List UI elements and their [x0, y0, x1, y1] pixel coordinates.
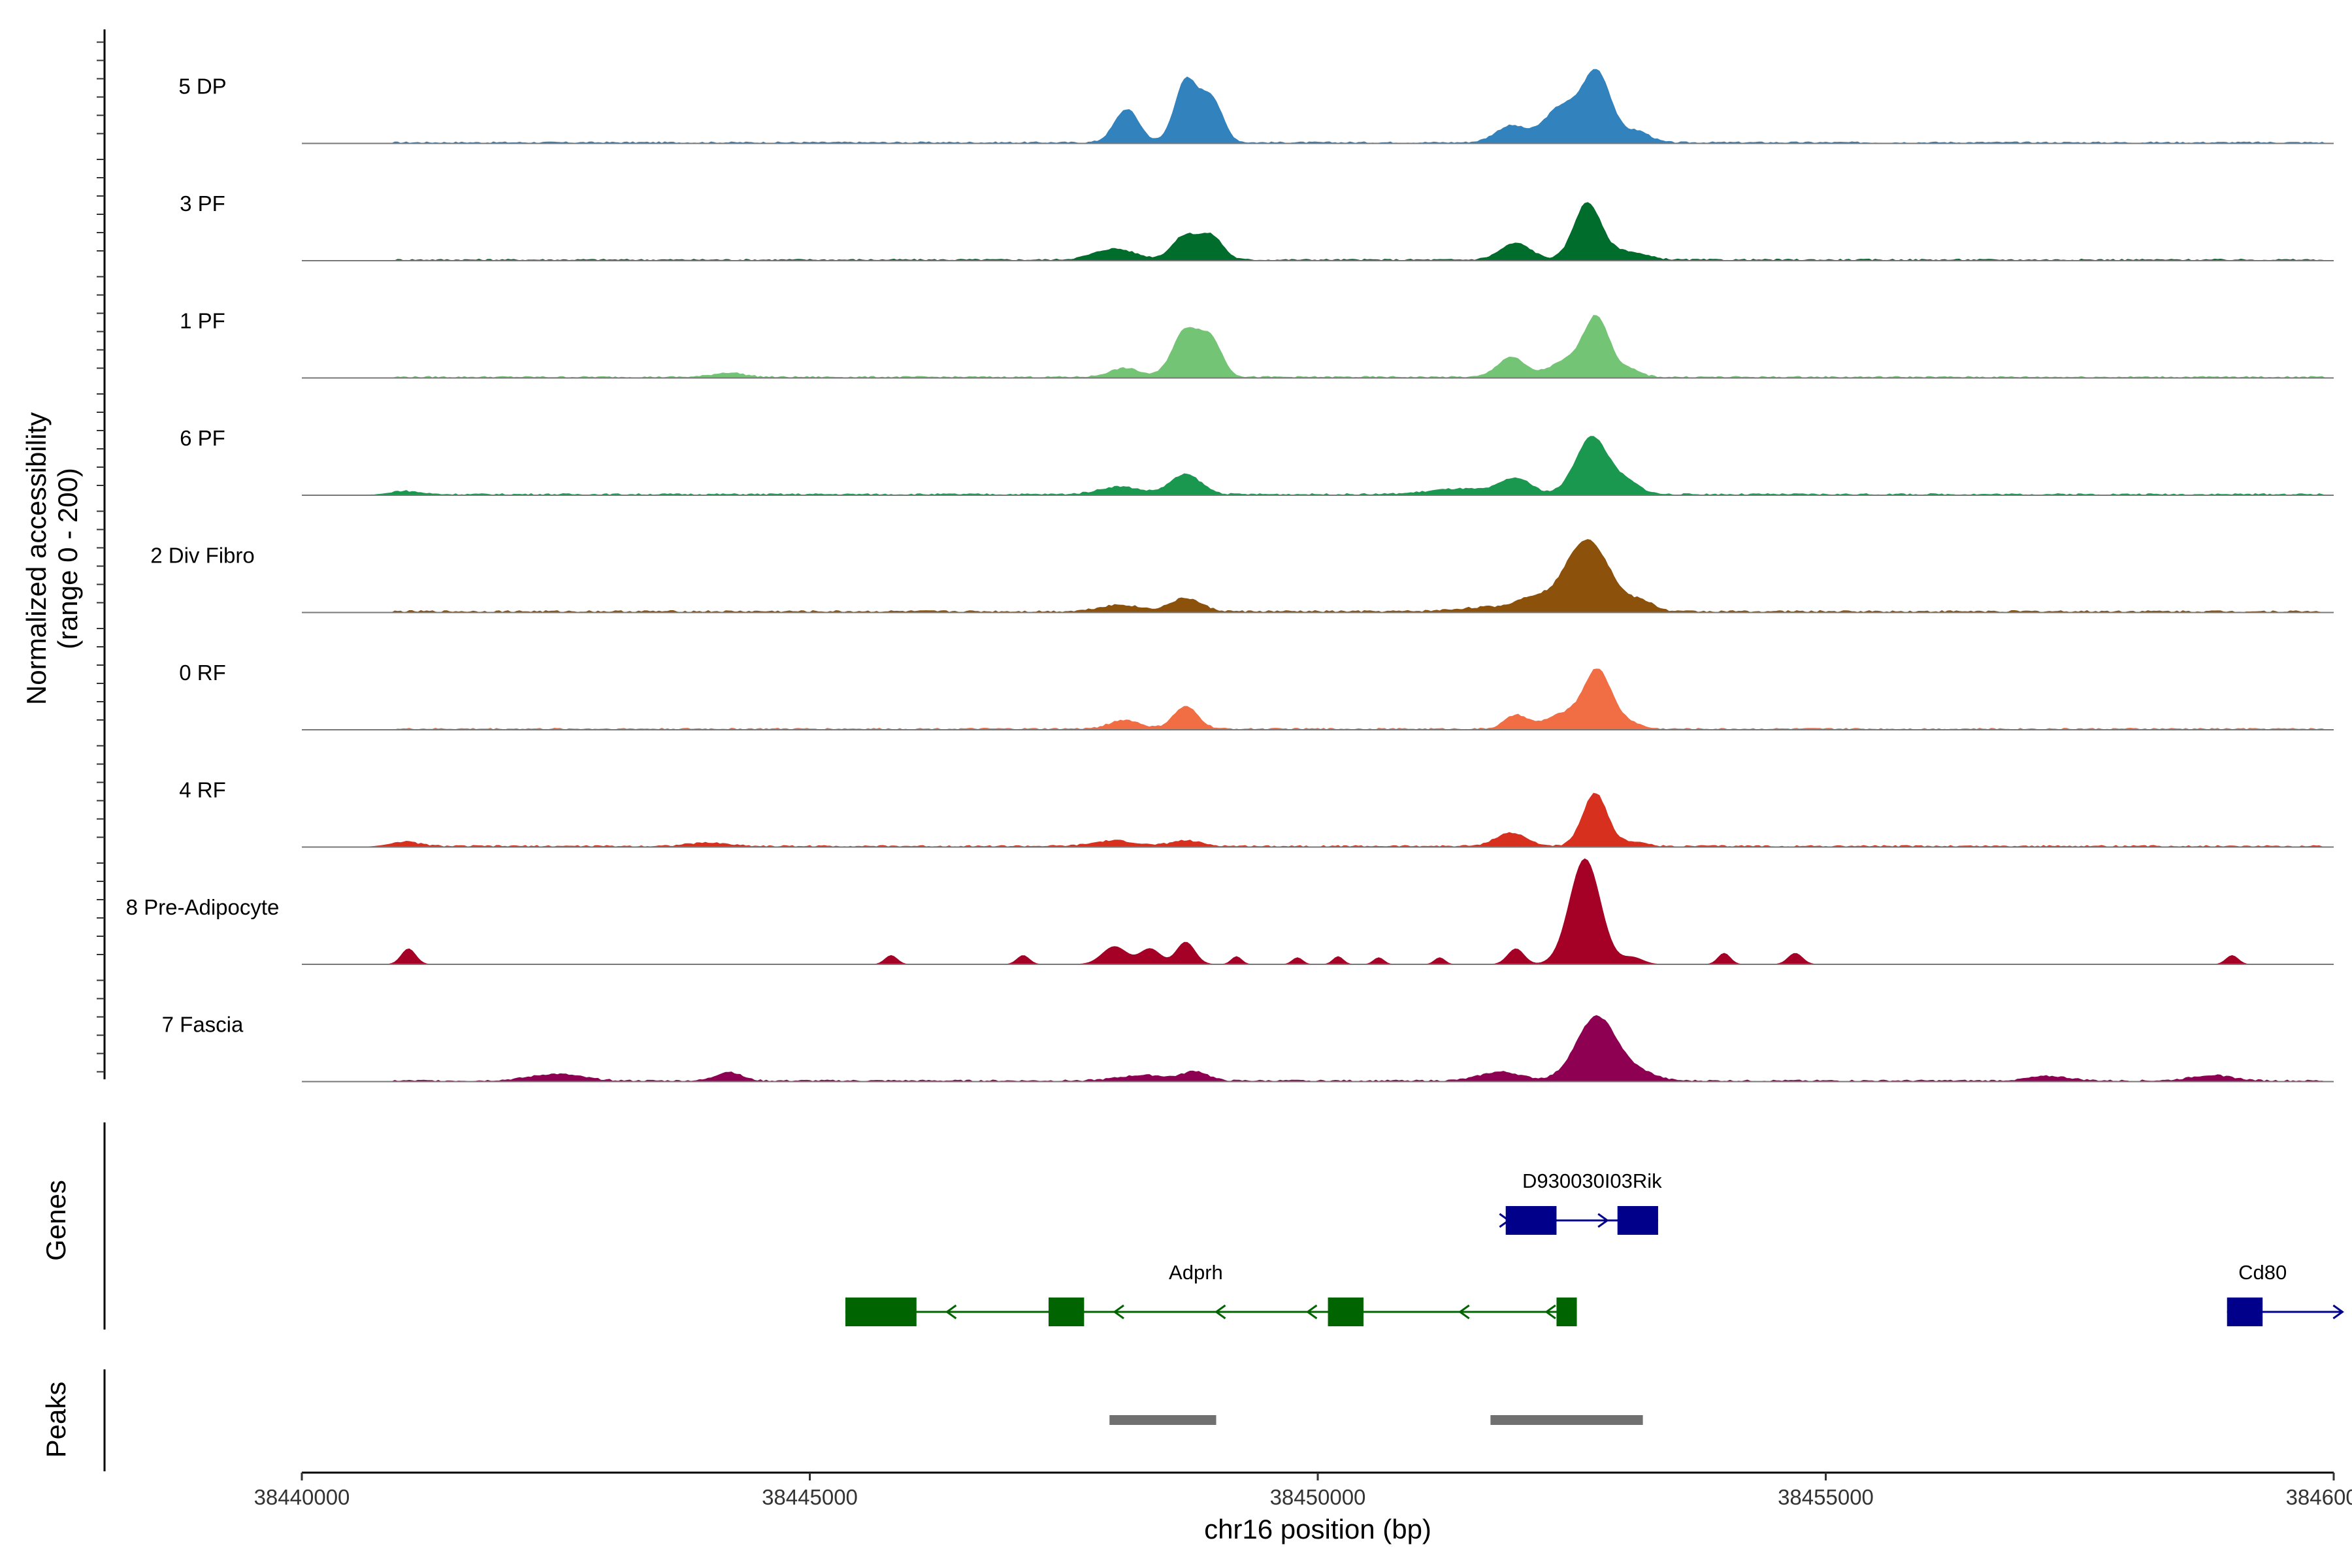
x-tick-label: 38460000 — [2286, 1485, 2352, 1509]
y-axis-title-line2: (range 0 - 200) — [52, 468, 83, 649]
coverage-area — [302, 1015, 2334, 1083]
strand-arrow — [1499, 1213, 1511, 1228]
gene-label: D930030I03Rik — [1522, 1169, 1662, 1192]
genes-track-title: Genes — [41, 1180, 71, 1261]
x-tick-label: 38455000 — [1778, 1485, 1874, 1509]
coverage-area — [302, 202, 2334, 261]
track-label: 7 Fascia — [162, 1013, 244, 1037]
track-0: 5 DP — [178, 69, 2334, 144]
strand-arrow — [1214, 1304, 1226, 1320]
track-4: 2 Div Fibro — [150, 539, 2334, 613]
coverage-area — [302, 436, 2334, 496]
strand-arrow — [1544, 1304, 1556, 1320]
track-label: 6 PF — [180, 426, 225, 450]
x-tick-label: 38450000 — [1270, 1485, 1366, 1509]
strand-arrow — [1305, 1304, 1318, 1320]
gene-label: Adprh — [1169, 1261, 1223, 1284]
genes-track: D930030I03Rik Adprh Cd80 — [845, 1169, 2344, 1326]
x-tick-label: 38440000 — [254, 1485, 350, 1509]
strand-arrow — [1458, 1304, 1470, 1320]
track-3: 6 PF — [180, 426, 2334, 496]
coverage-area — [302, 315, 2334, 379]
coverage-area — [302, 668, 2334, 730]
track-1: 3 PF — [180, 191, 2334, 261]
track-6: 4 RF — [179, 778, 2334, 848]
gene-exon — [1556, 1298, 1577, 1326]
peak-region — [1490, 1415, 1643, 1425]
x-axis-ticks: 38440000 38445000 38450000 38455000 38460000 — [254, 1473, 2352, 1509]
track-label: 5 DP — [178, 74, 226, 99]
gene-exon — [1328, 1298, 1364, 1326]
gene-adprh: Adprh — [845, 1261, 1577, 1326]
coverage-area — [302, 539, 2334, 613]
track-label: 0 RF — [179, 661, 226, 685]
track-label: 8 Pre-Adipocyte — [126, 895, 280, 919]
coverage-area — [302, 792, 2334, 848]
peaks-track — [1109, 1415, 1643, 1425]
track-7: 8 Pre-Adipocyte — [126, 858, 2334, 965]
gene-exon — [1617, 1206, 1658, 1235]
track-2: 1 PF — [180, 309, 2334, 379]
gene-cd80: Cd80 — [2227, 1261, 2344, 1326]
coverage-tracks: 5 DP 3 PF 1 PF 6 PF 2 Div Fibro 0 RF 4 RF 8 Pre… — [126, 69, 2334, 1083]
gene-exon — [1505, 1206, 1557, 1235]
track-5: 0 RF — [179, 661, 2334, 730]
track-label: 3 PF — [180, 191, 225, 216]
strand-arrow — [1597, 1213, 1609, 1228]
gene-exon — [2227, 1298, 2263, 1326]
x-axis-title: chr16 position (bp) — [1204, 1514, 1431, 1544]
track-label: 2 Div Fibro — [150, 544, 255, 568]
peak-region — [1109, 1415, 1217, 1425]
track-8: 7 Fascia — [162, 1013, 2334, 1083]
gene-label: Cd80 — [2238, 1261, 2287, 1284]
gene-d930030i03rik: D930030I03Rik — [1499, 1169, 1662, 1235]
gene-exon — [1048, 1298, 1085, 1326]
coverage-area — [302, 858, 2334, 965]
coverage-area — [302, 69, 2334, 144]
x-tick-label: 38445000 — [762, 1485, 858, 1509]
track-label: 4 RF — [179, 778, 226, 802]
peaks-track-title: Peaks — [41, 1382, 71, 1458]
strand-arrow — [1113, 1304, 1124, 1320]
coverage-y-axis — [97, 29, 106, 1079]
strand-arrow — [2332, 1304, 2344, 1320]
gene-exon — [845, 1298, 917, 1326]
y-axis-title-line1: Normalized accessibility — [21, 412, 52, 705]
strand-arrow — [945, 1304, 957, 1320]
track-label: 1 PF — [180, 309, 225, 333]
